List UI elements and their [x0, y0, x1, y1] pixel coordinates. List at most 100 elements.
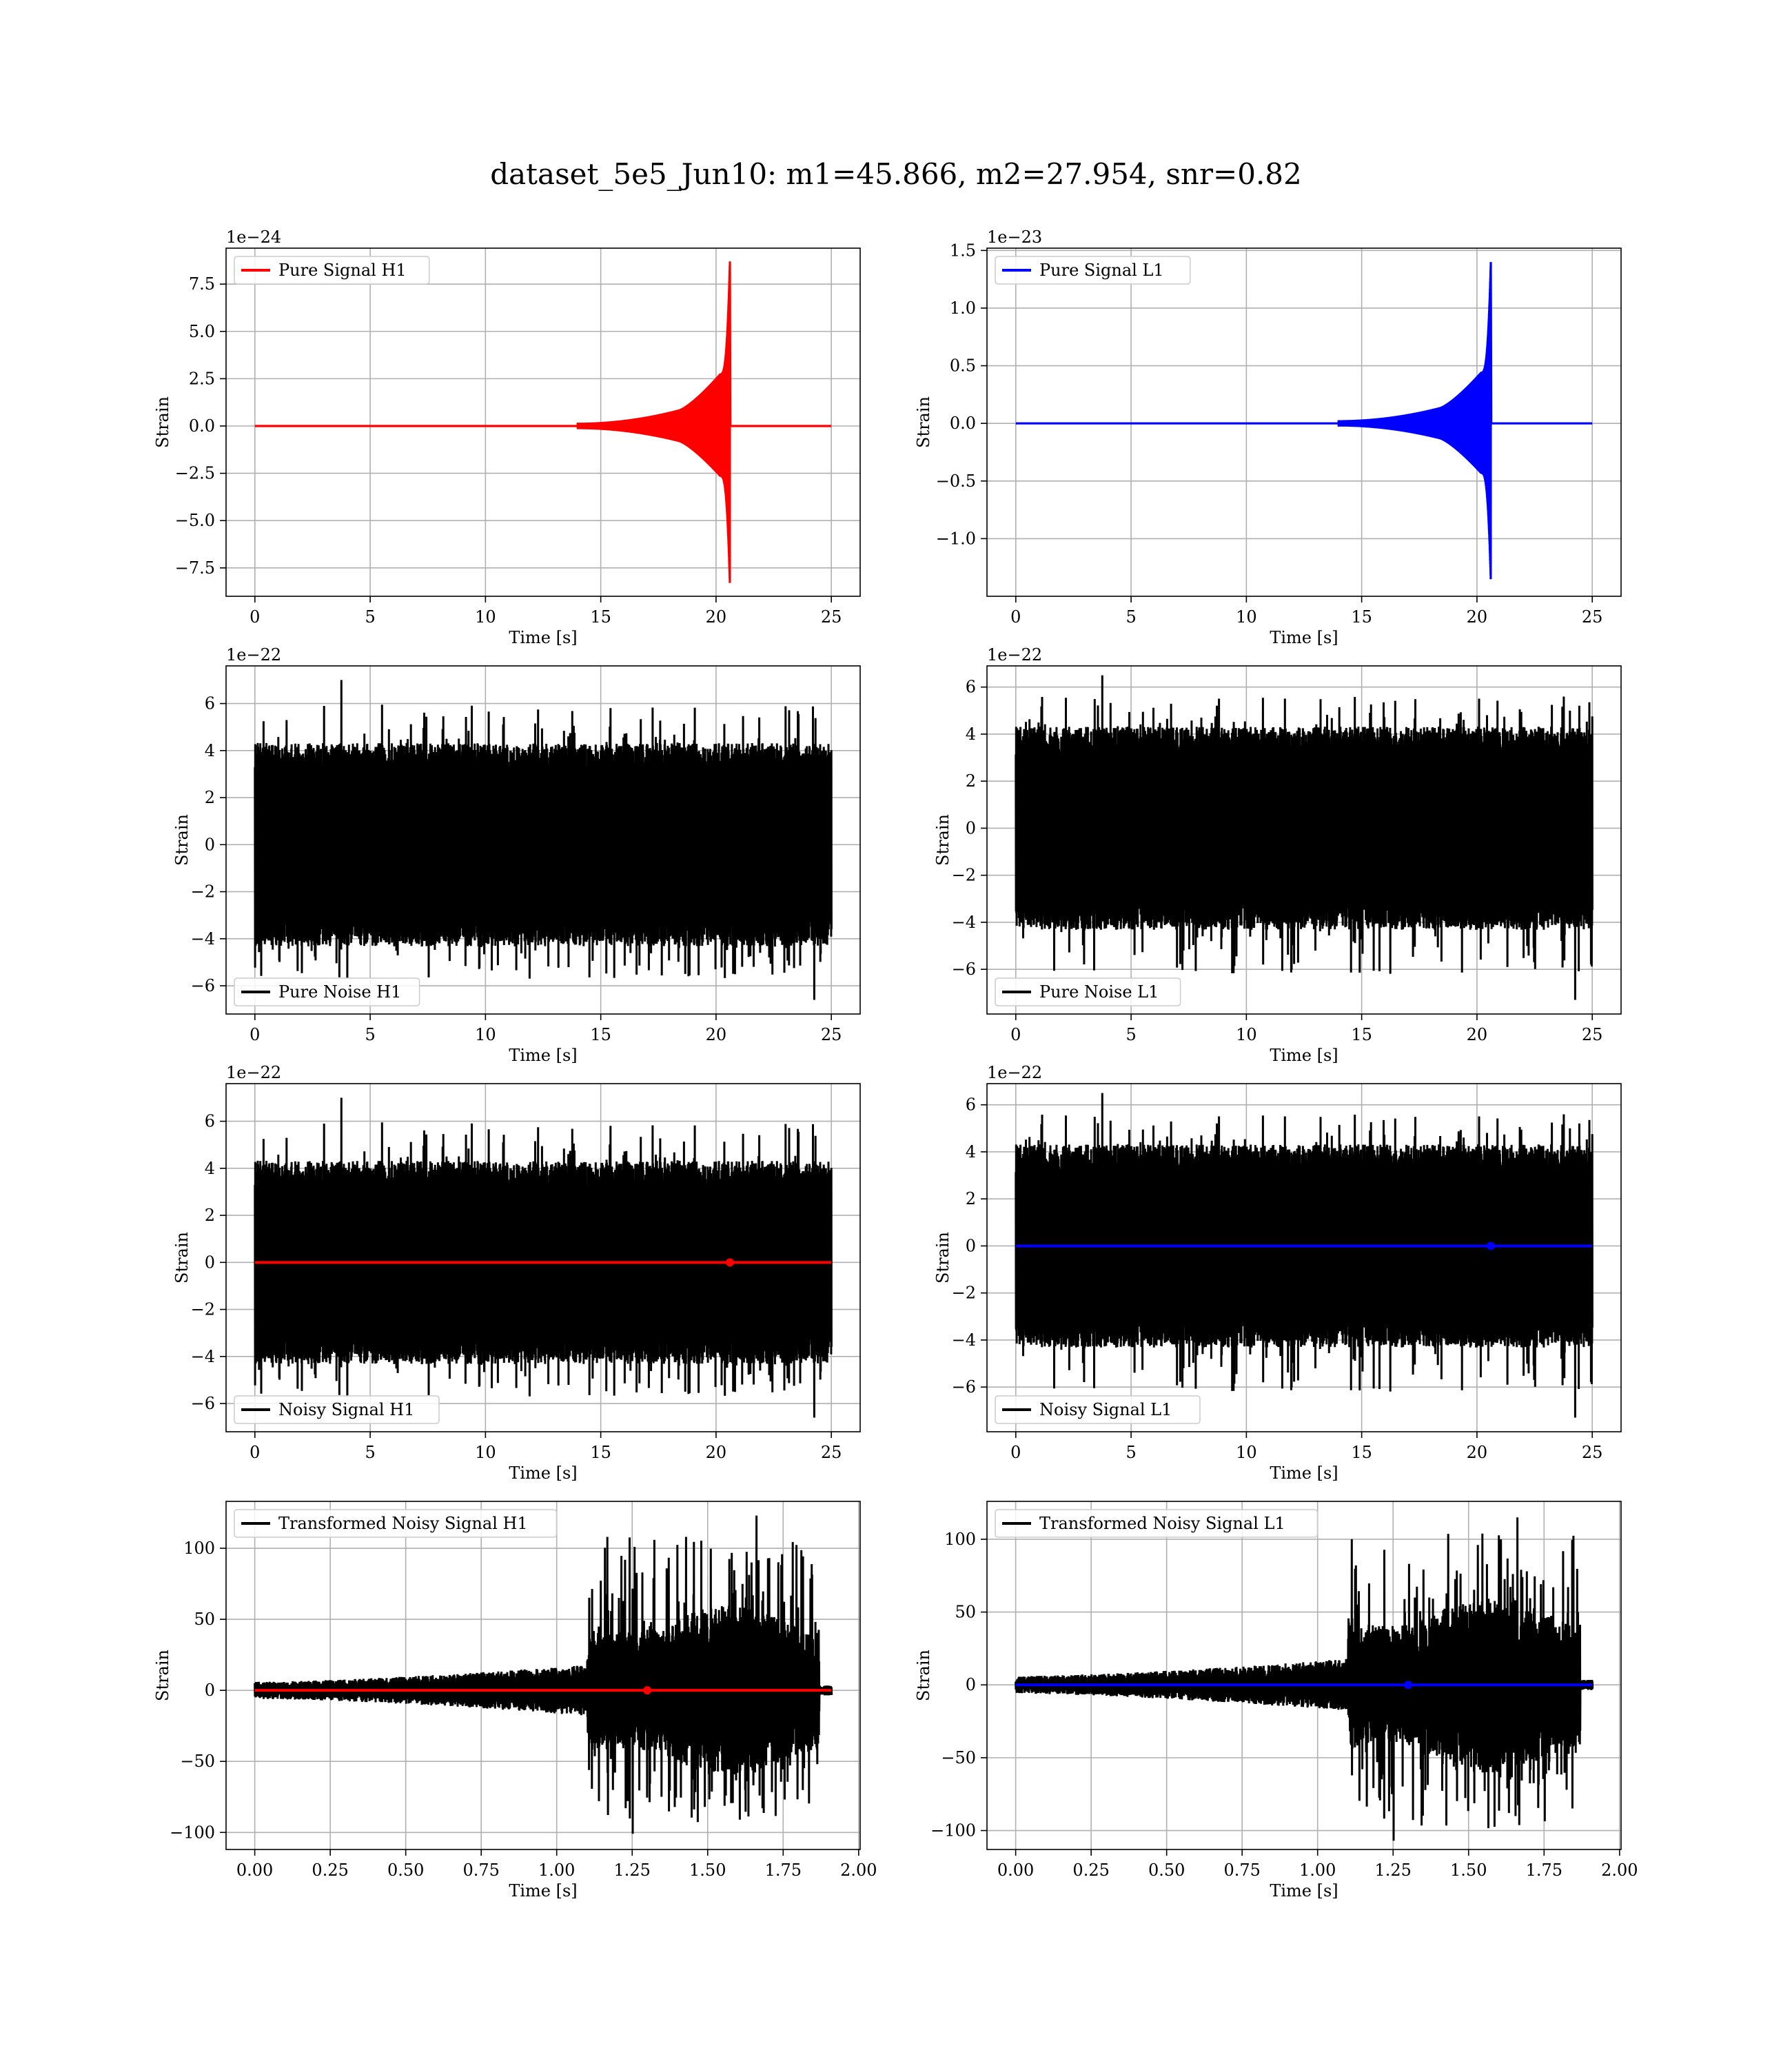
x-tick-label: 1.00 — [1299, 1861, 1336, 1880]
y-tick-label: −1.0 — [936, 529, 976, 548]
y-tick-label: 2 — [205, 788, 215, 807]
x-tick-label: 25 — [1582, 1025, 1603, 1044]
y-offset-text: 1e−22 — [987, 1063, 1042, 1082]
y-offset-text: 1e−22 — [987, 645, 1042, 665]
x-tick-label: 10 — [475, 1025, 496, 1044]
x-tick-label: 5 — [1126, 1443, 1136, 1462]
axes-frame — [225, 1083, 861, 1432]
y-tick-label: −50 — [180, 1752, 215, 1771]
subplot-pure-noise-l1: 0 5 10 15 20 25 −6 −4 −2 0 2 4 6 Time [s] Strain 1e−22 P… — [933, 645, 1622, 1065]
x-axis-label: Time [s] — [1270, 1463, 1338, 1483]
signal-merger-marker — [643, 1686, 652, 1695]
x-tick-label: 25 — [1582, 607, 1603, 627]
series-line — [254, 1515, 833, 1834]
x-tick-label: 5 — [365, 1025, 375, 1044]
series-line — [254, 680, 833, 1000]
y-tick-label: 50 — [955, 1603, 976, 1622]
signal-merger-marker — [1404, 1681, 1413, 1690]
x-tick-label: 0 — [250, 1443, 260, 1462]
y-tick-label: −2 — [191, 1300, 215, 1319]
y-tick-label: 1.5 — [950, 241, 976, 260]
subplot-noisy-signal-h1: 0 5 10 15 20 25 −6 −4 −2 0 2 4 6 Time [s] Strain 1e−22 N… — [172, 1063, 861, 1483]
x-tick-label: 15 — [590, 1025, 611, 1044]
series-line — [1015, 675, 1594, 1000]
x-tick-label: 20 — [706, 607, 727, 627]
y-tick-label: 7.5 — [189, 274, 215, 294]
y-tick-label: −6 — [191, 976, 215, 995]
y-axis-label: Strain — [914, 1650, 933, 1701]
x-tick-label: 5 — [1126, 1025, 1136, 1044]
legend-box — [234, 256, 430, 285]
legend-label: Pure Noise H1 — [278, 982, 401, 1002]
y-offset-text: 1e−22 — [226, 1063, 281, 1082]
x-tick-label: 20 — [1467, 607, 1488, 627]
y-tick-label: 0.0 — [950, 414, 976, 433]
plot-area — [1015, 675, 1594, 1000]
subplot-transformed-noisy-signal-l1: 0.00 0.25 0.50 0.75 1.00 1.25 1.50 1.75 2.00 −100… — [914, 1501, 1638, 1900]
subplot-pure-signal-h1: 0 5 10 15 20 25 −7.5 −5.0 −2.5 0.0 2.5 5.0 7.5 Time [… — [153, 227, 861, 647]
y-tick-label: 2 — [966, 771, 976, 791]
subplot-pure-noise-h1: 0 5 10 15 20 25 −6 −4 −2 0 2 4 6 Time [s] Strain 1e−22 P… — [172, 645, 861, 1065]
x-tick-label: 25 — [821, 1025, 842, 1044]
y-tick-label: −4 — [191, 1347, 215, 1366]
x-tick-label: 10 — [475, 607, 496, 627]
x-tick-label: 20 — [706, 1443, 727, 1462]
y-tick-label: 100 — [944, 1530, 976, 1549]
x-tick-label: 0.50 — [1148, 1861, 1185, 1880]
series-line — [254, 261, 832, 583]
figure-title: dataset_5e5_Jun10: m1=45.866, m2=27.954,… — [490, 157, 1302, 191]
y-tick-label: 0.5 — [950, 356, 976, 376]
x-axis-label: Time [s] — [1270, 1881, 1338, 1900]
x-tick-label: 20 — [706, 1025, 727, 1044]
x-tick-label: 5 — [365, 1443, 375, 1462]
y-tick-label: −2 — [952, 866, 976, 885]
plot-area — [254, 1097, 833, 1418]
legend-label: Pure Signal L1 — [1039, 261, 1164, 280]
x-axis-label: Time [s] — [509, 628, 577, 647]
x-tick-label: 25 — [1582, 1443, 1603, 1462]
y-offset-text: 1e−23 — [987, 227, 1042, 247]
y-tick-label: −6 — [952, 1377, 976, 1397]
y-tick-label: 0 — [966, 1236, 976, 1255]
plot-area — [1015, 1093, 1594, 1418]
x-tick-label: 1.25 — [614, 1861, 651, 1880]
legend-label: Transformed Noisy Signal L1 — [1039, 1514, 1285, 1533]
y-tick-label: −100 — [170, 1823, 215, 1842]
y-axis-label: Strain — [172, 814, 192, 866]
series-line — [1015, 262, 1593, 580]
x-tick-label: 1.25 — [1375, 1861, 1412, 1880]
x-tick-label: 0.00 — [236, 1861, 273, 1880]
x-tick-label: 1.50 — [1450, 1861, 1487, 1880]
legend-box — [995, 256, 1191, 285]
x-tick-label: 1.50 — [689, 1861, 726, 1880]
y-tick-label: 2 — [966, 1189, 976, 1208]
y-tick-label: −4 — [952, 913, 976, 932]
x-tick-label: 10 — [1236, 1443, 1257, 1462]
legend-label: Transformed Noisy Signal H1 — [278, 1514, 528, 1533]
x-tick-label: 0 — [250, 607, 260, 627]
axes-frame — [986, 1083, 1622, 1432]
x-tick-label: 5 — [1126, 607, 1136, 627]
axes-frame — [986, 247, 1622, 597]
legend-label: Pure Signal H1 — [278, 261, 407, 280]
x-tick-label: 15 — [1351, 1025, 1372, 1044]
x-tick-label: 20 — [1467, 1443, 1488, 1462]
x-axis-label: Time [s] — [509, 1463, 577, 1483]
axes-frame — [986, 665, 1622, 1015]
y-tick-label: 50 — [194, 1610, 215, 1629]
x-tick-label: 1.75 — [1526, 1861, 1562, 1880]
series-line — [254, 1097, 833, 1418]
y-tick-label: −5.0 — [175, 511, 215, 530]
y-tick-label: −100 — [930, 1821, 976, 1841]
y-tick-label: 0 — [966, 1675, 976, 1694]
x-tick-label: 25 — [821, 607, 842, 627]
y-tick-label: 6 — [966, 1095, 976, 1115]
y-tick-label: −2 — [191, 882, 215, 902]
y-tick-label: −6 — [952, 960, 976, 979]
axes-frame — [986, 1501, 1622, 1850]
y-tick-label: 4 — [966, 1142, 976, 1162]
y-tick-label: 6 — [966, 678, 976, 697]
y-tick-label: 0 — [205, 1253, 215, 1272]
x-tick-label: 15 — [1351, 607, 1372, 627]
y-tick-label: −4 — [952, 1330, 976, 1350]
